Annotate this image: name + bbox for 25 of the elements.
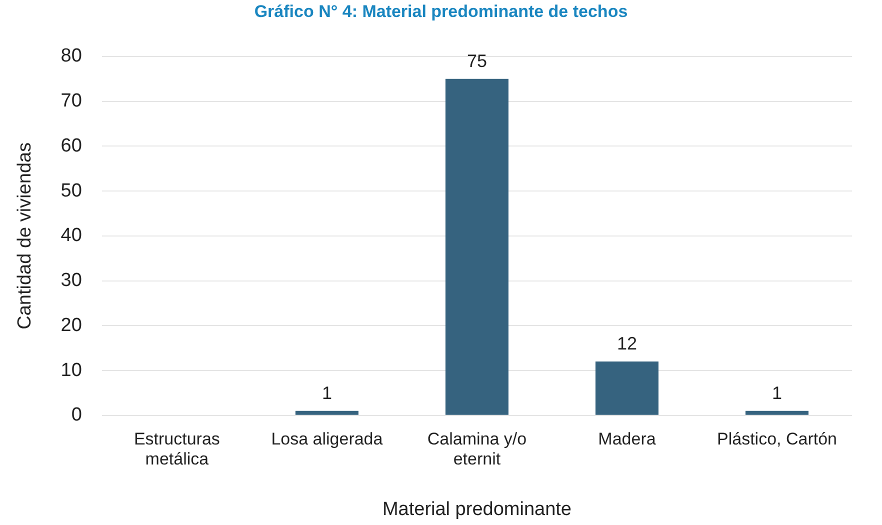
y-tick-label: 40 <box>60 225 82 246</box>
y-tick-label: 50 <box>60 180 82 202</box>
y-tick-label: 60 <box>60 135 82 156</box>
data-label: 75 <box>466 50 487 71</box>
y-tick-label: 80 <box>60 46 82 67</box>
y-tick-label: 70 <box>60 90 82 112</box>
y-tick-label: 30 <box>60 270 82 292</box>
x-tick-label: Estructuras metálica <box>134 429 220 469</box>
bar <box>745 410 808 415</box>
y-tick-label: 0 <box>71 404 82 426</box>
y-axis-title: Cantidad de viviendas <box>14 142 36 330</box>
x-axis-title: Material predominante <box>382 498 572 520</box>
x-tick-label: Calamina y/o eternit <box>427 429 527 469</box>
bar <box>295 410 358 415</box>
chart-title: Gráfico N° 4: Material predominante de techos <box>253 2 629 22</box>
x-tick-label: Plástico, Cartón <box>716 429 837 448</box>
data-label: 1 <box>772 382 782 403</box>
x-tick-label: Losa aligerada <box>271 429 384 448</box>
y-tick-label: 20 <box>60 314 82 336</box>
y-tick-label: 10 <box>60 360 82 381</box>
bar <box>445 78 508 415</box>
data-label: 12 <box>616 334 637 354</box>
bar <box>595 362 658 415</box>
data-label: 1 <box>322 382 332 403</box>
x-tick-label: Madera <box>598 429 656 448</box>
